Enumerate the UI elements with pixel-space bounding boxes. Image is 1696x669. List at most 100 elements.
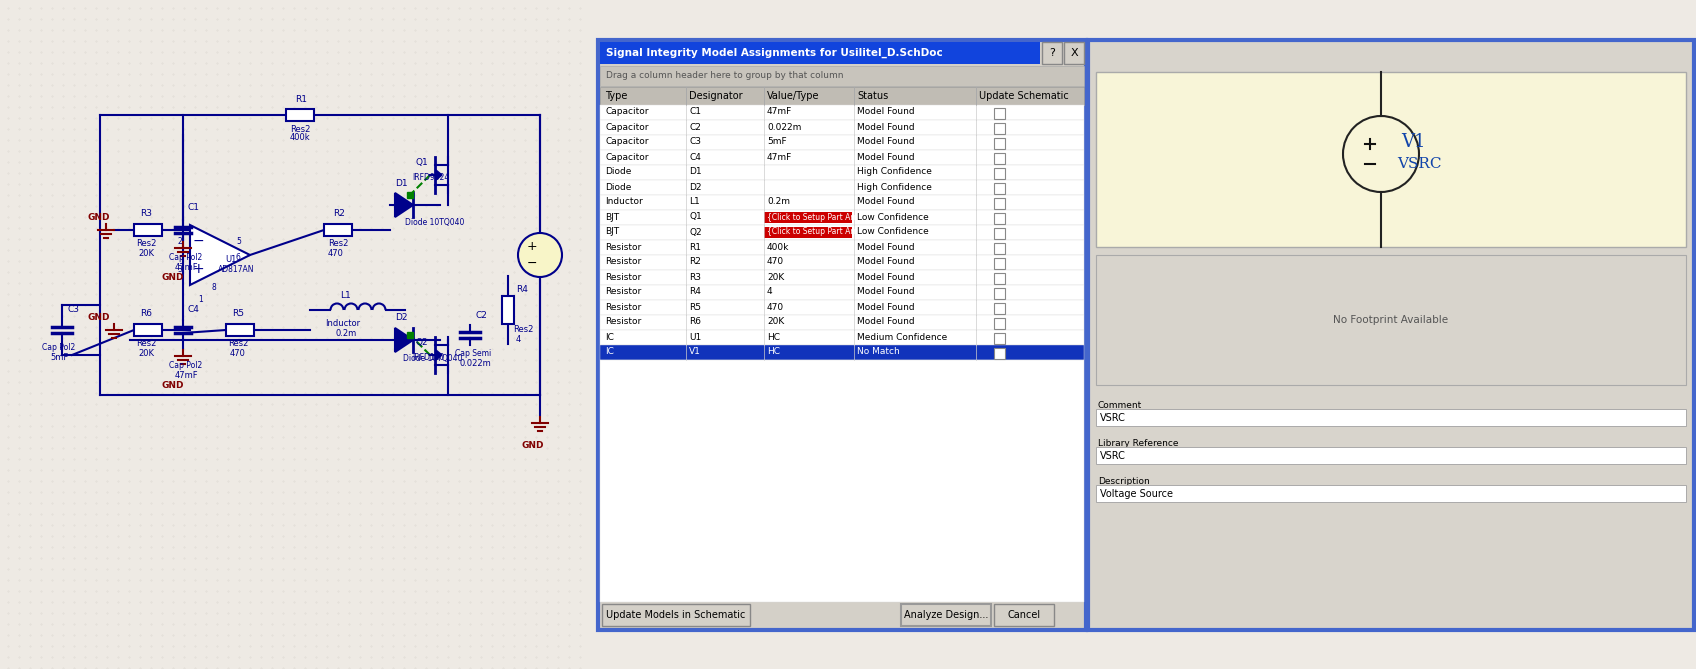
Polygon shape [395, 193, 414, 217]
Bar [994, 123, 1006, 134]
Bar [1089, 40, 1694, 630]
Text: 47mF: 47mF [767, 108, 792, 116]
Text: Diode 10TQ040: Diode 10TQ040 [405, 219, 465, 227]
Text: Inductor: Inductor [605, 197, 643, 207]
Text: Res2: Res2 [136, 339, 156, 349]
Text: IC: IC [605, 347, 614, 357]
Bar [901, 604, 990, 626]
Text: Res2: Res2 [136, 240, 156, 248]
Text: Type: Type [605, 91, 628, 101]
Text: V1: V1 [689, 347, 700, 357]
Text: C1: C1 [689, 108, 700, 116]
Bar [602, 604, 750, 626]
Bar [134, 324, 163, 336]
Text: Model Found: Model Found [856, 318, 914, 326]
Text: Low Confidence: Low Confidence [856, 227, 929, 237]
Text: 20K: 20K [137, 349, 154, 357]
Bar [1096, 431, 1686, 467]
Text: R6: R6 [141, 310, 153, 318]
Bar [1096, 72, 1686, 247]
Text: +: + [527, 240, 538, 254]
Circle shape [517, 233, 561, 277]
Text: Diode: Diode [605, 167, 631, 177]
Text: Value/Type: Value/Type [767, 91, 819, 101]
Text: Description: Description [1097, 477, 1150, 486]
Text: IRFD120: IRFD120 [412, 353, 444, 361]
Text: C3: C3 [689, 138, 700, 147]
Bar [599, 40, 1085, 630]
Text: Model Found: Model Found [856, 302, 914, 312]
Bar [763, 212, 851, 223]
Bar [994, 228, 1006, 239]
Bar [600, 225, 1084, 240]
Text: 400k: 400k [290, 134, 310, 142]
Text: Cap Pol2: Cap Pol2 [170, 254, 202, 262]
Text: {Click to Setup Part Arra: {Click to Setup Part Arra [767, 227, 862, 237]
Bar [600, 285, 1084, 300]
Bar [600, 165, 1084, 180]
Bar [994, 183, 1006, 194]
Bar [600, 360, 1084, 602]
Text: Capacitor: Capacitor [605, 153, 648, 161]
Text: Capacitor: Capacitor [605, 138, 648, 147]
Bar [994, 168, 1006, 179]
Bar [600, 105, 1084, 120]
Text: Model Found: Model Found [856, 242, 914, 252]
Text: Inductor: Inductor [326, 320, 360, 328]
Text: Comment: Comment [1097, 401, 1141, 410]
Text: R3: R3 [141, 209, 153, 219]
Text: 5mF: 5mF [49, 353, 68, 363]
Bar [994, 258, 1006, 269]
Text: IRFD9024: IRFD9024 [412, 173, 449, 181]
Bar [600, 270, 1084, 285]
Bar [600, 150, 1084, 165]
Text: Capacitor: Capacitor [605, 122, 648, 132]
Text: 0.2m: 0.2m [336, 330, 356, 339]
Bar [1096, 469, 1686, 505]
Text: Q1: Q1 [416, 159, 427, 167]
Text: 6: 6 [236, 252, 241, 262]
Text: VSRC: VSRC [1398, 157, 1442, 171]
Text: ?: ? [1050, 48, 1055, 58]
Text: R1: R1 [295, 94, 307, 104]
Bar [502, 296, 514, 324]
Text: C2: C2 [689, 122, 700, 132]
Text: Cap Semi: Cap Semi [455, 349, 492, 357]
Bar [1096, 447, 1686, 464]
Text: GND: GND [88, 213, 110, 223]
Text: 470: 470 [231, 349, 246, 357]
Text: Cap Pol2: Cap Pol2 [170, 361, 202, 369]
Text: GND: GND [88, 314, 110, 322]
Text: Model Found: Model Found [856, 108, 914, 116]
Bar [600, 240, 1084, 255]
Bar [600, 210, 1084, 225]
Bar [600, 255, 1084, 270]
Text: 8: 8 [212, 282, 217, 292]
Bar [994, 243, 1006, 254]
Text: Diode 10TQ040: Diode 10TQ040 [404, 353, 463, 363]
Text: 0.2m: 0.2m [767, 197, 790, 207]
Text: U1: U1 [689, 332, 700, 341]
Text: 400k: 400k [767, 242, 789, 252]
Text: Res2: Res2 [327, 240, 348, 248]
Text: 4: 4 [767, 288, 773, 296]
Bar [287, 109, 314, 121]
Bar [600, 87, 1084, 105]
Text: Signal Integrity Model Assignments for Usilitel_D.SchDoc: Signal Integrity Model Assignments for U… [605, 48, 943, 58]
Text: Library Reference: Library Reference [1097, 439, 1179, 448]
Text: R4: R4 [689, 288, 700, 296]
Text: No Match: No Match [856, 347, 901, 357]
Text: C4: C4 [689, 153, 700, 161]
Text: Q1: Q1 [689, 213, 702, 221]
Text: Model Found: Model Found [856, 122, 914, 132]
Text: Q2: Q2 [416, 339, 427, 347]
Text: No Footprint Available: No Footprint Available [1333, 315, 1448, 325]
Text: C3: C3 [68, 306, 80, 314]
Text: VSRC: VSRC [1101, 413, 1126, 423]
Bar [600, 345, 1084, 360]
Text: High Confidence: High Confidence [856, 167, 931, 177]
Text: Update Schematic: Update Schematic [979, 91, 1068, 101]
Bar [994, 138, 1006, 149]
Text: Model Found: Model Found [856, 258, 914, 266]
Text: VSRC: VSRC [1101, 451, 1126, 461]
